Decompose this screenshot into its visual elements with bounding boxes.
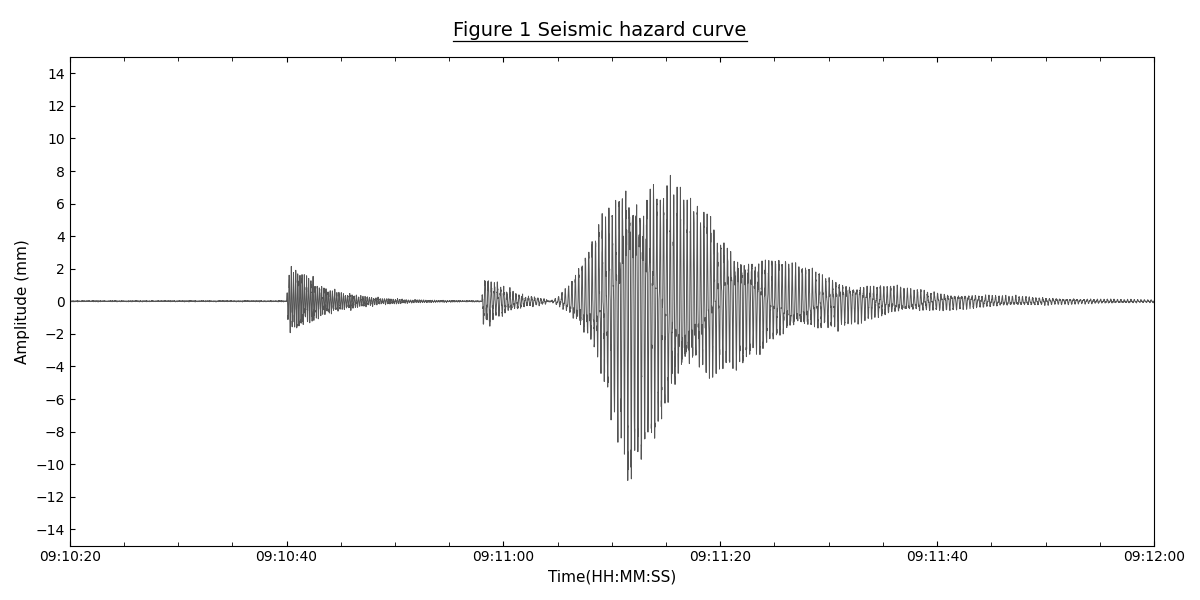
X-axis label: Time(HH:MM:SS): Time(HH:MM:SS) [547,570,676,585]
Y-axis label: Amplitude (mm): Amplitude (mm) [14,239,30,364]
Text: Figure 1 Seismic hazard curve: Figure 1 Seismic hazard curve [454,21,746,40]
